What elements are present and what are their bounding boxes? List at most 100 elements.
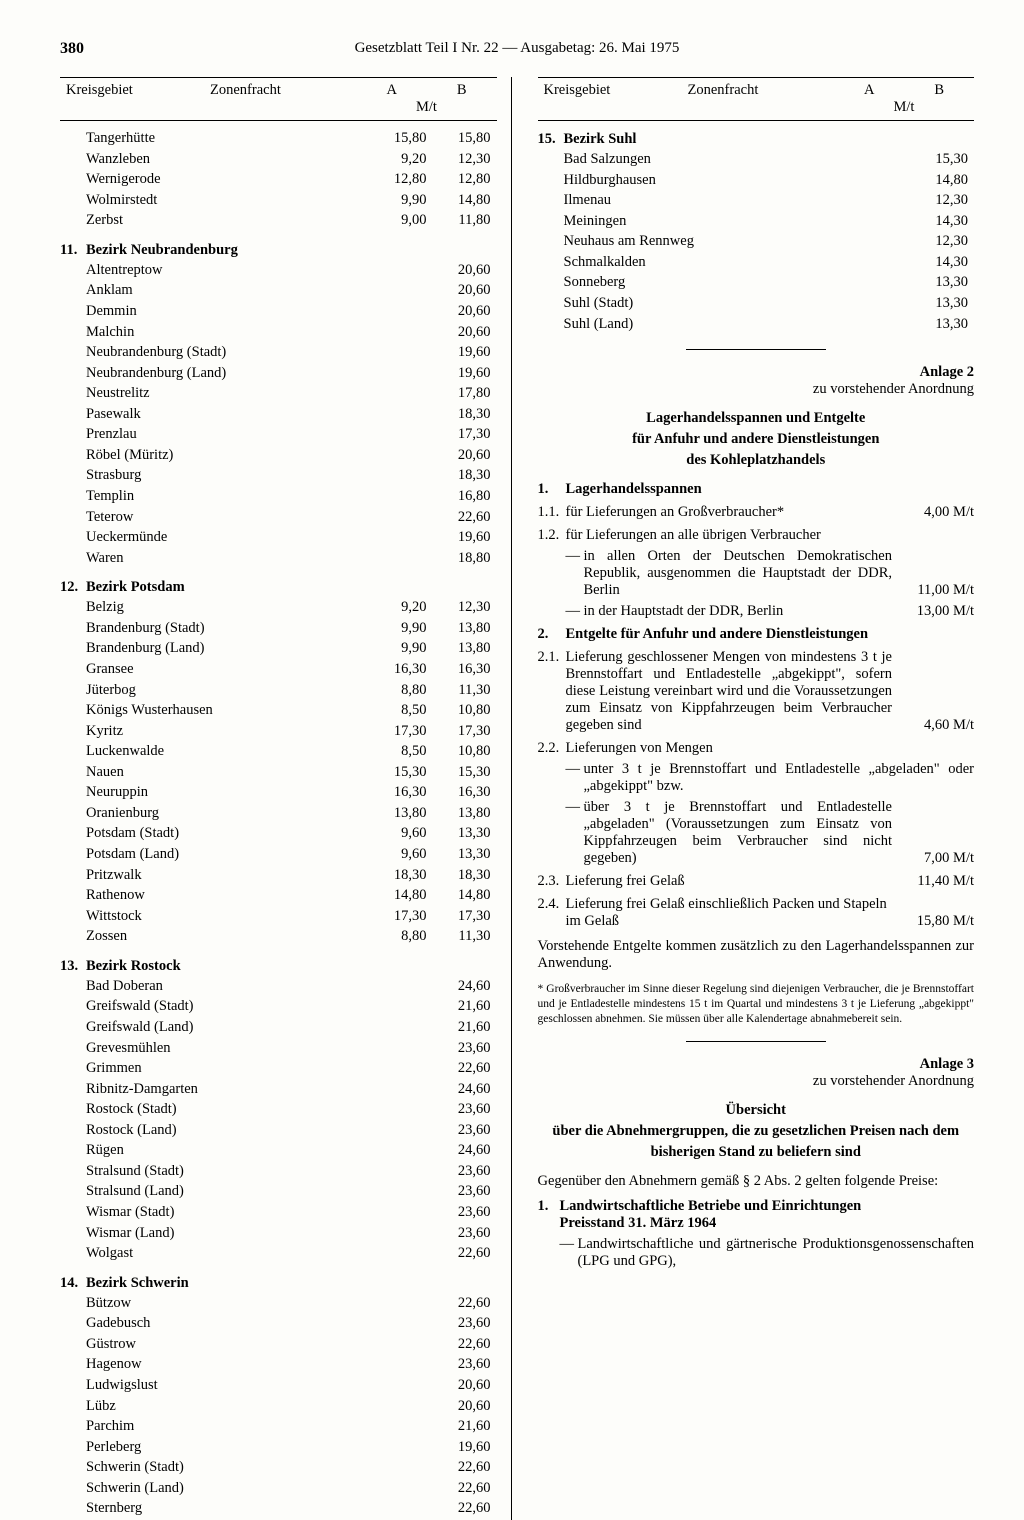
row-value-a: [357, 384, 427, 404]
table-row: Belzig9,2012,30: [60, 598, 497, 619]
row-value-a: [357, 1121, 427, 1141]
th-col-a: A: [864, 82, 874, 99]
row-name: Wanzleben: [86, 150, 357, 170]
row-value-b: 21,60: [427, 1018, 497, 1038]
row-value-b: 19,60: [427, 1438, 497, 1458]
item-2-3: 2.3. Lieferung frei Gelaß 11,40 M/t: [538, 873, 975, 890]
row-value-a: [357, 549, 427, 569]
row-value-b: 23,60: [427, 1121, 497, 1141]
row-name: Potsdam (Land): [86, 845, 357, 865]
row-value-b: 23,60: [427, 1100, 497, 1120]
row-value-a: [357, 1376, 427, 1396]
row-value-a: [834, 294, 904, 314]
table-row: Neuhaus am Rennweg12,30: [538, 232, 975, 253]
row-name: Neubrandenburg (Land): [86, 364, 357, 384]
row-name: Zerbst: [86, 211, 357, 231]
row-value-b: 14,80: [427, 886, 497, 906]
row-name: Perleberg: [86, 1438, 357, 1458]
row-value-a: 13,80: [357, 804, 427, 824]
table-header-right: Kreisgebiet Zonenfracht A B M/t: [538, 77, 975, 121]
row-value-b: 14,30: [904, 212, 974, 232]
row-value-b: 23,60: [427, 1039, 497, 1059]
row-name: Neustrelitz: [86, 384, 357, 404]
table-row: Bad Doberan24,60: [60, 977, 497, 998]
row-value-a: 9,60: [357, 824, 427, 844]
row-value-a: [357, 1141, 427, 1161]
table-row: Hildburghausen14,80: [538, 171, 975, 192]
row-value-b: 22,60: [427, 1294, 497, 1314]
row-value-a: 17,30: [357, 907, 427, 927]
row-name: Templin: [86, 487, 357, 507]
row-value-b: 15,80: [427, 129, 497, 149]
table-row: Wismar (Land)23,60: [60, 1224, 497, 1245]
row-value-b: 11,30: [427, 927, 497, 947]
row-value-a: [834, 150, 904, 170]
section-header: 12.Bezirk Potsdam: [60, 579, 497, 596]
row-value-a: [357, 1499, 427, 1519]
row-name: Zossen: [86, 927, 357, 947]
row-value-a: [834, 273, 904, 293]
anlage3-label: Anlage 3: [538, 1056, 975, 1073]
table-row: Greifswald (Land)21,60: [60, 1018, 497, 1039]
row-value-a: [357, 977, 427, 997]
table-row: Rostock (Stadt)23,60: [60, 1100, 497, 1121]
row-value-a: [357, 1335, 427, 1355]
row-value-a: [357, 302, 427, 322]
th-col-a: A: [386, 82, 396, 99]
item-1-1: 1.1. für Lieferungen an Großverbraucher*…: [538, 504, 975, 521]
row-value-a: 9,60: [357, 845, 427, 865]
row-value-b: 22,60: [427, 508, 497, 528]
table-row: Altentreptow20,60: [60, 261, 497, 282]
row-value-a: [357, 1080, 427, 1100]
th-kreisgebiet: Kreisgebiet: [60, 82, 210, 116]
row-value-b: 19,60: [427, 364, 497, 384]
row-value-a: 8,50: [357, 701, 427, 721]
row-name: Lübz: [86, 1397, 357, 1417]
table-row: Schmalkalden14,30: [538, 253, 975, 274]
row-value-b: 22,60: [427, 1458, 497, 1478]
row-name: Brandenburg (Land): [86, 639, 357, 659]
row-name: Meiningen: [564, 212, 835, 232]
row-value-a: [357, 1244, 427, 1264]
row-name: Pasewalk: [86, 405, 357, 425]
row-name: Belzig: [86, 598, 357, 618]
table-row: Tangerhütte15,8015,80: [60, 129, 497, 150]
row-name: Hagenow: [86, 1355, 357, 1375]
divider-rule: [686, 349, 826, 350]
row-value-b: 15,30: [904, 150, 974, 170]
table-row: Lübz20,60: [60, 1397, 497, 1418]
row-name: Sonneberg: [564, 273, 835, 293]
row-name: Gadebusch: [86, 1314, 357, 1334]
table-row: Zerbst9,0011,80: [60, 211, 497, 232]
row-value-b: 20,60: [427, 1376, 497, 1396]
th-col-b: B: [457, 82, 467, 99]
row-value-a: [834, 171, 904, 191]
table-row: Röbel (Müritz)20,60: [60, 446, 497, 467]
table-row: Grimmen22,60: [60, 1059, 497, 1080]
table-row: Sonneberg13,30: [538, 273, 975, 294]
row-value-a: [834, 191, 904, 211]
row-value-a: [357, 261, 427, 281]
table-row: Strasburg18,30: [60, 466, 497, 487]
table-row: Demmin20,60: [60, 302, 497, 323]
row-value-b: 17,30: [427, 907, 497, 927]
row-name: Pritzwalk: [86, 866, 357, 886]
table-row: Schwerin (Land)22,60: [60, 1479, 497, 1500]
row-name: Röbel (Müritz): [86, 446, 357, 466]
row-name: Luckenwalde: [86, 742, 357, 762]
row-value-b: 13,80: [427, 619, 497, 639]
row-name: Bützow: [86, 1294, 357, 1314]
row-value-b: 17,80: [427, 384, 497, 404]
left-column: Kreisgebiet Zonenfracht A B M/t Tangerhü…: [60, 77, 512, 1520]
row-name: Stralsund (Stadt): [86, 1162, 357, 1182]
row-value-a: [357, 466, 427, 486]
row-name: Malchin: [86, 323, 357, 343]
row-value-a: [357, 323, 427, 343]
table-row: Templin16,80: [60, 487, 497, 508]
table-row: Jüterbog8,8011,30: [60, 681, 497, 702]
item-1: 1. Lagerhandelsspannen: [538, 481, 975, 498]
row-value-b: 20,60: [427, 261, 497, 281]
row-name: Neuruppin: [86, 783, 357, 803]
row-value-a: [357, 1059, 427, 1079]
row-name: Prenzlau: [86, 425, 357, 445]
